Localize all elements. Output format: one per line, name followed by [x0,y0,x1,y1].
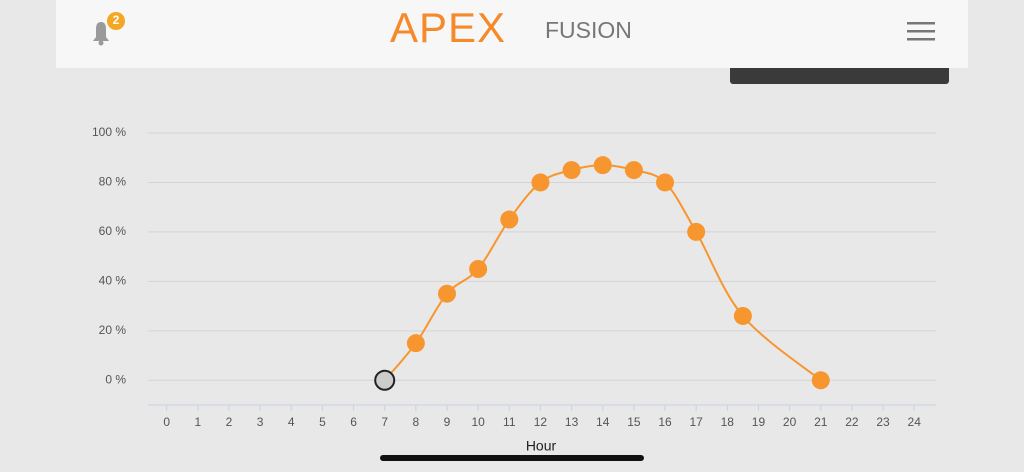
y-tick-label: 80 % [99,175,127,189]
x-tick-label: 15 [627,415,641,429]
chart: 0 %20 %40 %60 %80 %100 %0 1 2 3 4 5 6 7 8 9 10 11 12… [92,125,936,429]
y-tick-label: 0 % [105,372,126,386]
menu-button[interactable] [907,22,935,41]
x-tick-label: 13 [565,415,579,429]
data-point [733,306,752,325]
data-point [562,161,581,180]
data-point [469,260,488,278]
x-tick-label: 19 [752,415,766,429]
home-indicator [380,455,644,461]
logo-main: APEX [390,4,506,51]
x-tick-label: 3 [257,415,264,429]
x-tick-label: 6 [350,415,357,429]
data-point [531,173,550,192]
header-bar [56,0,968,68]
data-point [624,161,643,180]
x-tick-label: 16 [658,415,672,429]
logo-sub: FUSION [545,17,632,43]
data-point [687,222,706,241]
series-line [383,164,822,382]
notification-bell[interactable]: 2 [93,12,125,46]
x-tick-label: 11 [503,415,516,429]
data-point [406,334,425,353]
x-tick-label: 21 [814,415,828,429]
data-point [593,156,612,175]
y-tick-label: 60 % [99,224,127,238]
badge-count: 2 [113,13,120,27]
x-tick-label: 24 [908,415,922,429]
x-tick-label: 9 [444,415,451,429]
bell-clapper [98,40,104,46]
bell-icon [93,22,109,41]
x-tick-label: 20 [783,415,797,429]
x-tick-label: 23 [876,415,890,429]
x-tick-label: 10 [471,415,485,429]
data-point [656,173,675,192]
x-tick-label: 12 [534,415,548,429]
data-point [438,284,457,303]
x-tick-label: 4 [288,415,295,429]
menu-bar [907,22,935,25]
menu-bar [907,38,935,41]
x-tick-label: 17 [689,415,703,429]
data-point [374,369,396,391]
menu-bar [907,30,935,33]
data-point [500,210,519,229]
x-tick-label: 18 [721,415,735,429]
x-tick-label: 8 [413,415,420,429]
x-tick-label: 5 [319,415,326,429]
y-tick-label: 100 % [92,125,126,139]
x-tick-label: 14 [596,415,610,429]
x-tick-label: 0 [163,415,170,429]
data-point [811,371,830,390]
x-axis-label: Hour [526,438,557,454]
y-tick-label: 40 % [99,274,127,288]
x-tick-label: 22 [845,415,859,429]
badge [107,12,125,30]
x-tick-label: 2 [226,415,233,429]
x-tick-label: 7 [381,415,388,429]
x-tick-label: 1 [194,415,201,429]
y-tick-label: 20 % [99,323,127,337]
